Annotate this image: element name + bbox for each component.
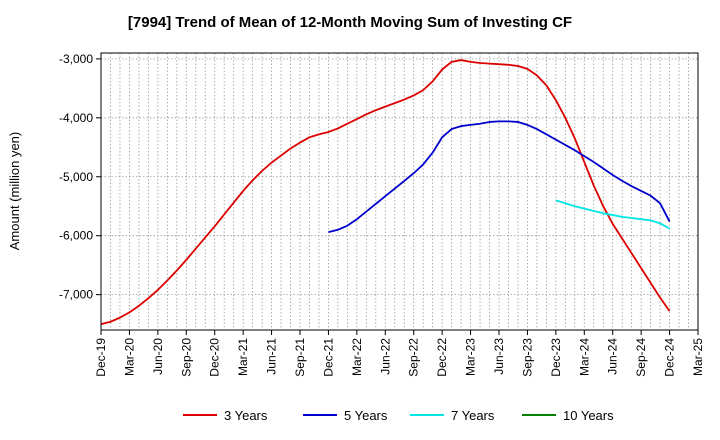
y-tick-label: -3,000: [59, 52, 93, 66]
legend-label-7-years: 7 Years: [451, 408, 495, 423]
chart-title: [7994] Trend of Mean of 12-Month Moving …: [128, 14, 572, 31]
x-tick-label: Mar-25: [691, 338, 705, 376]
legend-label-10-years: 10 Years: [563, 408, 614, 423]
x-tick-label: Dec-21: [321, 338, 335, 377]
series-line-5-years: [328, 120, 671, 234]
y-axis-label: Amount (million yen): [7, 132, 22, 251]
x-tick-label: Jun-21: [265, 338, 279, 375]
x-tick-label: Sep-23: [520, 338, 534, 377]
x-tick-label: Sep-21: [293, 338, 307, 377]
x-tick-label: Dec-24: [663, 338, 677, 377]
legend-label-5-years: 5 Years: [344, 408, 388, 423]
legend: 3 Years 5 Years 7 Years 10 Years: [183, 408, 614, 423]
x-tick-label: Dec-23: [549, 338, 563, 377]
x-tick-label: Mar-22: [350, 338, 364, 376]
x-tick-label: Dec-20: [208, 338, 222, 377]
x-tick-label: Sep-24: [634, 338, 648, 377]
series-layer: [100, 59, 671, 325]
x-tick-label: Mar-21: [236, 338, 250, 376]
x-tick-label: Dec-19: [94, 338, 108, 377]
y-tick-label: -6,000: [59, 229, 93, 243]
x-tick-label: Mar-20: [122, 338, 136, 376]
x-axis: Dec-19 Mar-20 Jun-20 Sep-20 Dec-20 Mar-21 Jun-…: [94, 330, 705, 377]
y-tick-label: -4,000: [59, 111, 93, 125]
series-line-3-years: [100, 59, 671, 325]
y-axis: -7,000 -6,000 -5,000 -4,000 -3,000: [59, 52, 101, 302]
x-tick-label: Jun-24: [606, 338, 620, 375]
series-line-7-years: [555, 199, 671, 230]
y-tick-label: -5,000: [59, 170, 93, 184]
plot-area: [100, 52, 699, 331]
x-tick-label: Jun-22: [378, 338, 392, 375]
x-tick-label: Sep-22: [407, 338, 421, 377]
x-tick-label: Sep-20: [179, 338, 193, 377]
x-tick-label: Jun-23: [492, 338, 506, 375]
legend-label-3-years: 3 Years: [224, 408, 268, 423]
x-tick-label: Mar-23: [464, 338, 478, 376]
x-tick-label: Jun-20: [151, 338, 165, 375]
grid: [101, 53, 698, 330]
x-tick-label: Dec-22: [435, 338, 449, 377]
x-tick-label: Mar-24: [577, 338, 591, 376]
y-tick-label: -7,000: [59, 288, 93, 302]
